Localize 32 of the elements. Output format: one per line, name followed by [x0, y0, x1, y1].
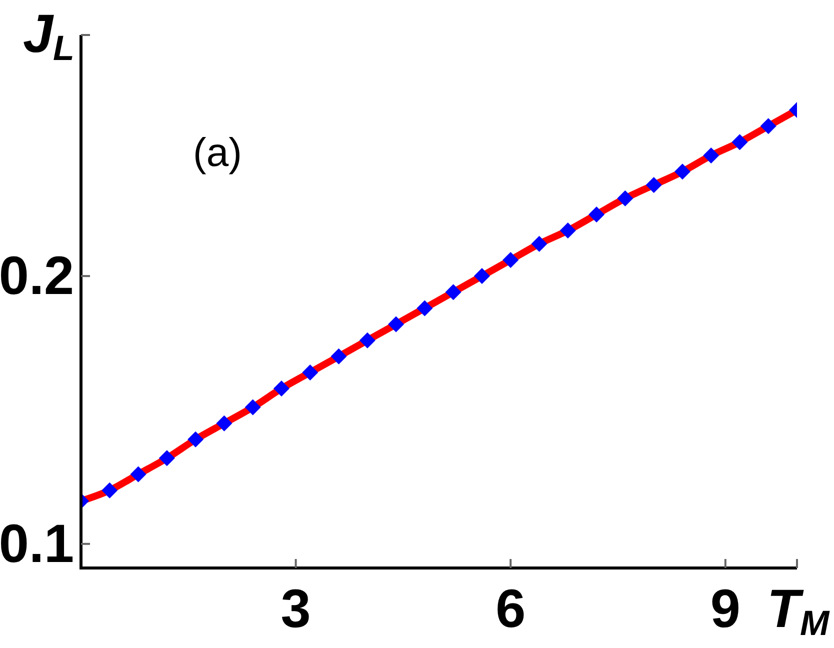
point: [560, 222, 576, 239]
point: [760, 118, 776, 134]
x-axis-title: T$_{M}$: [767, 579, 830, 643]
point: [703, 148, 720, 164]
point: [646, 176, 662, 193]
y-axis-title: J$_{L}$: [23, 4, 74, 68]
point: [674, 164, 690, 180]
point: [416, 300, 433, 316]
point: [302, 364, 318, 380]
point: [158, 450, 175, 466]
point: [388, 316, 404, 332]
x-tick-label: 6: [496, 579, 526, 639]
point: [588, 206, 605, 222]
point: [531, 236, 548, 252]
x-tick-label: 3: [280, 579, 311, 639]
y-tick-label: 0.2: [0, 246, 74, 306]
point: [617, 190, 634, 206]
point: [502, 252, 519, 268]
point: [216, 415, 232, 432]
point: [102, 482, 118, 498]
point: [732, 134, 748, 150]
x-tick-label: 9: [710, 579, 740, 639]
point: [474, 268, 490, 284]
y-tick-label: 0.1: [0, 514, 74, 574]
point: [188, 431, 204, 448]
point: [244, 399, 261, 416]
annotation: (a): [193, 131, 242, 175]
point: [330, 348, 347, 364]
point: [130, 466, 146, 482]
point: [359, 332, 376, 348]
point: [273, 380, 290, 397]
point: [445, 284, 462, 300]
